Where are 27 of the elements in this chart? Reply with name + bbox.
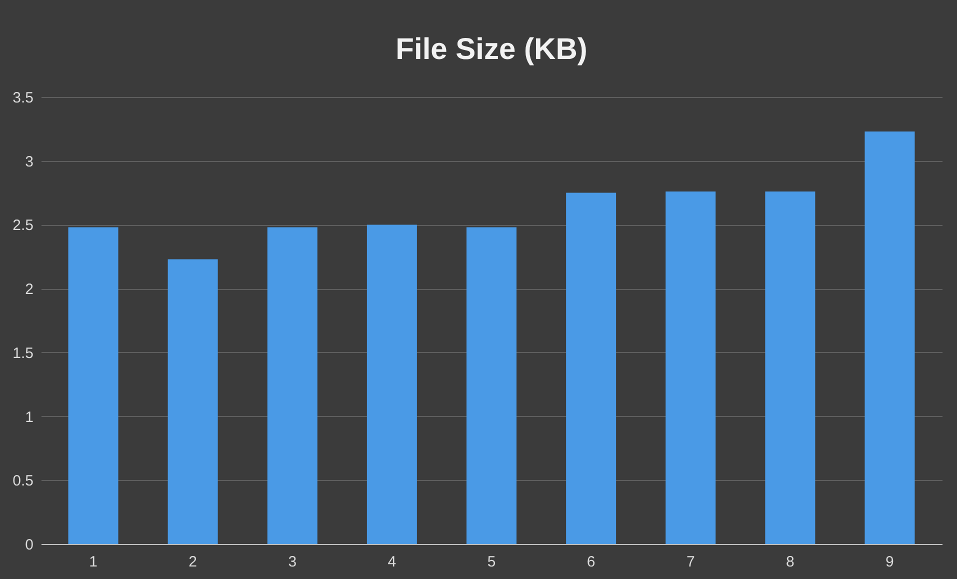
x-tick-label: 7 xyxy=(686,554,695,570)
y-tick-label: 0 xyxy=(25,536,34,554)
y-tick-label: 3 xyxy=(25,153,34,170)
bar xyxy=(366,224,417,544)
x-tick-label: 3 xyxy=(288,554,297,570)
y-tick-label: 1.5 xyxy=(12,344,34,362)
y-tick-label: 3.5 xyxy=(12,90,34,106)
y-tick-label: 2 xyxy=(25,281,34,298)
x-tick-label: 2 xyxy=(188,554,197,570)
x-tick-label: 6 xyxy=(586,554,596,570)
bar xyxy=(68,227,118,544)
bar xyxy=(765,192,816,544)
bar xyxy=(666,192,716,544)
x-tick-label: 1 xyxy=(89,554,98,570)
y-tick-label: 0.5 xyxy=(12,472,34,490)
bar xyxy=(864,131,915,544)
bar xyxy=(267,227,318,544)
x-tick-label: 4 xyxy=(388,554,396,570)
chart-title: File Size (KB) xyxy=(396,33,588,66)
x-tick-label: 5 xyxy=(487,554,496,570)
x-tick-label: 9 xyxy=(886,554,894,570)
x-tick-label: 8 xyxy=(786,554,794,570)
bar xyxy=(168,259,218,544)
bar xyxy=(566,192,616,544)
y-tick-label: 1 xyxy=(25,408,34,426)
y-tick-label: 2.5 xyxy=(12,217,34,234)
bar xyxy=(466,227,516,544)
